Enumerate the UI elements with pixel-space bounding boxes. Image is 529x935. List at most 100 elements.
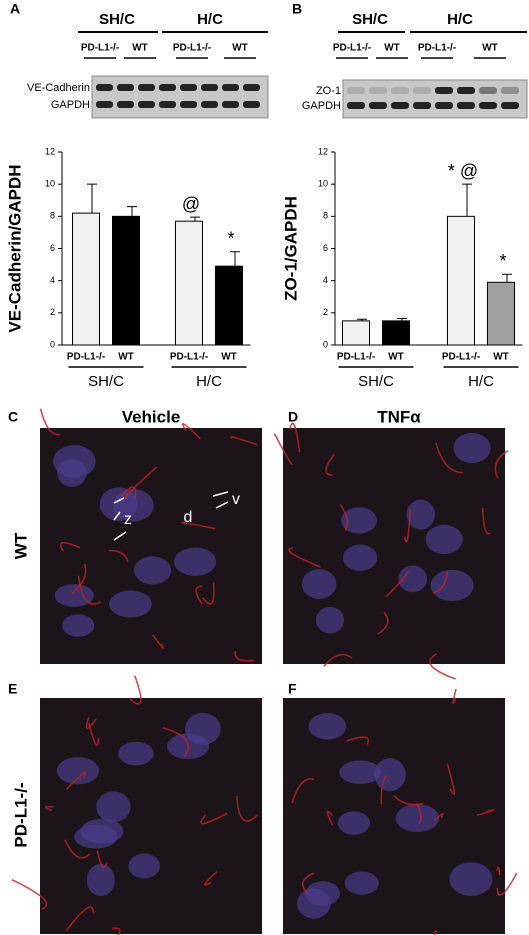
junction <box>108 549 129 563</box>
blot-row-label: VE-Cadherin <box>27 82 90 94</box>
x-tick-label: PD-L1-/- <box>67 352 105 363</box>
blot-band <box>117 84 134 91</box>
blot-lane-label: WT <box>232 43 248 54</box>
nucleus <box>133 556 172 585</box>
blot-band <box>222 84 239 91</box>
nucleus <box>344 871 379 895</box>
blot-lane-label: WT <box>482 43 498 54</box>
bar <box>487 281 515 346</box>
rule <box>113 511 121 521</box>
y-tick-label: 0 <box>50 339 55 349</box>
junction <box>202 582 215 605</box>
micrograph-annotation: d <box>184 509 193 526</box>
junction <box>403 509 412 543</box>
junction <box>77 575 102 605</box>
junction <box>85 717 97 730</box>
blot-band <box>457 87 475 94</box>
blot-band <box>413 102 431 109</box>
rule <box>113 497 125 504</box>
junction <box>346 736 369 745</box>
junction <box>124 466 158 499</box>
nucleus <box>425 524 463 555</box>
junction <box>44 805 54 812</box>
junction <box>273 433 293 465</box>
micrograph-annotation: v <box>232 491 240 508</box>
y-tick-label: 4 <box>323 275 328 285</box>
nucleus <box>74 824 118 849</box>
junction <box>181 521 216 530</box>
column-label: TNFα <box>377 407 421 426</box>
blot-band <box>435 102 453 109</box>
y-tick-label: 8 <box>50 211 55 221</box>
junction <box>204 870 218 886</box>
junction <box>302 872 315 894</box>
nucleus <box>128 853 160 879</box>
nucleus <box>173 547 217 576</box>
blot-row-label: GAPDH <box>51 99 90 111</box>
x-tick-label: WT <box>493 352 509 363</box>
junction <box>111 927 121 935</box>
significance-mark: @ <box>182 194 200 214</box>
nucleus <box>184 712 221 745</box>
blot-row-label: ZO-1 <box>316 85 341 97</box>
junction <box>415 802 422 824</box>
blot-band <box>347 87 365 94</box>
junction <box>380 774 387 805</box>
x-tick-label: PD-L1-/- <box>442 352 480 363</box>
bar <box>112 215 140 346</box>
x-tick-label: PD-L1-/- <box>170 352 208 363</box>
bar <box>175 220 203 346</box>
y-tick-label: 12 <box>45 146 55 156</box>
rule <box>212 491 229 497</box>
error-bar <box>87 183 97 214</box>
y-tick-label: 6 <box>50 243 55 253</box>
group-label: SH/C <box>358 373 394 390</box>
blot-image <box>342 79 528 119</box>
nucleus <box>53 445 96 478</box>
nucleus <box>430 569 474 602</box>
junction <box>323 653 353 667</box>
significance-mark: * @ <box>448 161 478 181</box>
rule <box>113 531 127 541</box>
blot-band <box>347 102 365 109</box>
junction <box>326 810 334 826</box>
nucleus <box>453 432 491 463</box>
y-tick-label: 4 <box>50 275 55 285</box>
junction <box>120 486 137 499</box>
nucleus <box>308 713 347 740</box>
junction <box>65 906 95 932</box>
column-label: Vehicle <box>122 407 181 426</box>
blot-band <box>457 102 475 109</box>
blot-band <box>243 84 260 91</box>
error-bar <box>230 251 240 267</box>
blot-group-label: H/C <box>197 11 223 28</box>
blot-group-label: SH/C <box>99 11 135 28</box>
nucleus <box>341 507 377 534</box>
bar <box>447 215 475 346</box>
junction <box>291 778 315 804</box>
blot-band <box>501 87 519 94</box>
nucleus <box>56 757 100 785</box>
row-label: PD-L1-/- <box>11 782 30 847</box>
panel-label: F <box>288 681 297 697</box>
junction <box>195 585 203 605</box>
junction <box>377 611 389 635</box>
row-label: WT <box>11 532 30 559</box>
y-tick-label: 10 <box>318 179 328 189</box>
junction <box>476 809 495 817</box>
nucleus <box>315 606 345 634</box>
junction <box>162 727 189 757</box>
blot-band <box>138 101 155 108</box>
junction <box>446 763 456 795</box>
rule <box>215 501 229 509</box>
nucleus <box>398 565 428 593</box>
junction <box>495 866 501 876</box>
blot-lane-label: WT <box>132 43 148 54</box>
panel-label: C <box>8 409 18 425</box>
blot-lane-label: WT <box>384 43 400 54</box>
nucleus <box>342 544 378 571</box>
significance-mark: * <box>499 251 506 271</box>
y-axis-label: ZO-1/GAPDH <box>281 196 300 301</box>
blot-band <box>222 101 239 108</box>
